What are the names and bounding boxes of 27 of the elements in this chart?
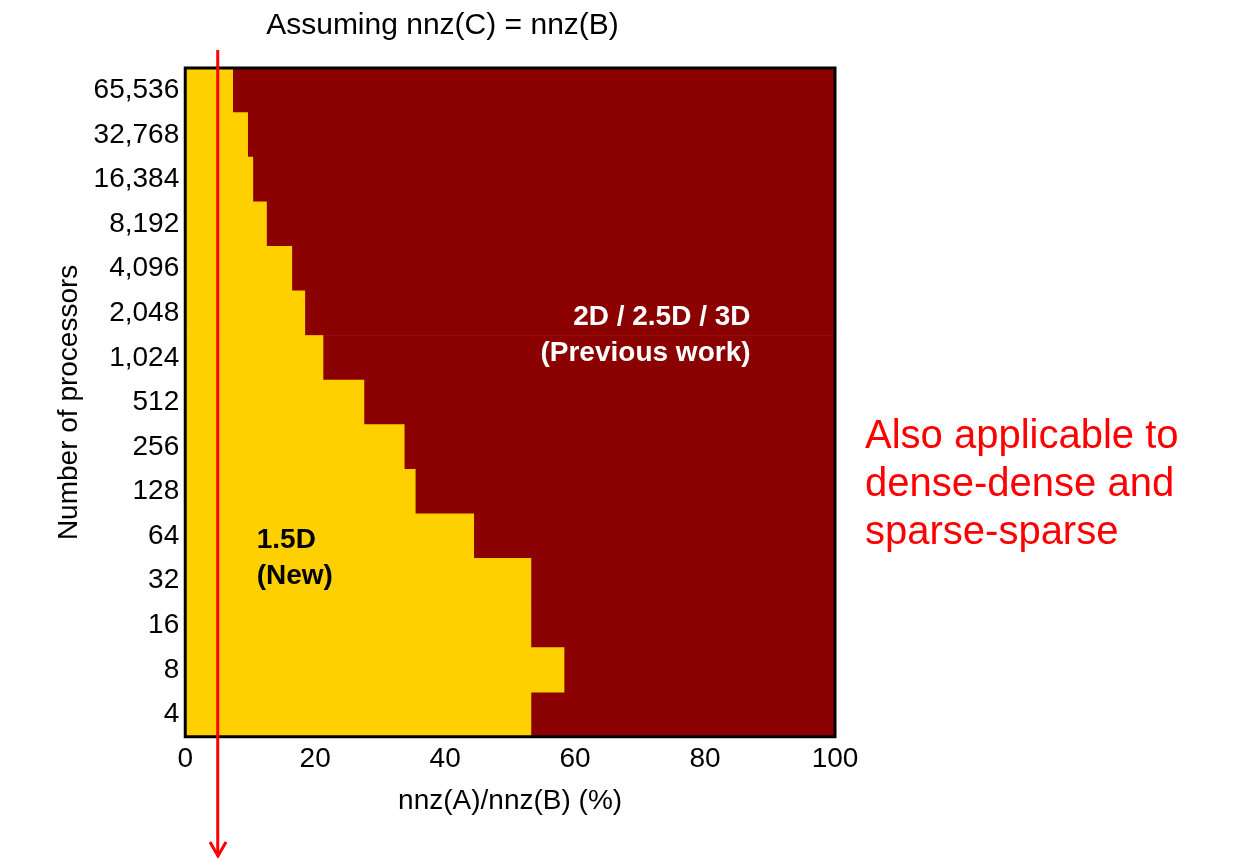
x-tick-label: 0 <box>177 742 194 774</box>
y-tick-label: 4,096 <box>109 251 180 283</box>
x-tick-label: 100 <box>811 742 859 774</box>
y-tick-label: 4 <box>163 697 180 729</box>
x-tick-label: 60 <box>559 742 591 774</box>
y-tick-label: 2,048 <box>109 295 180 327</box>
y-tick-label: 16 <box>148 608 180 640</box>
y-axis-title: Number of processors <box>51 264 83 541</box>
y-tick-label: 64 <box>148 518 180 550</box>
y-tick-label: 8 <box>163 652 180 684</box>
y-tick-label: 8,192 <box>109 206 180 238</box>
y-tick-label: 16,384 <box>93 162 180 194</box>
text: Also applicable to dense-dense and sparse-sparse <box>865 411 1180 554</box>
chart-title: Assuming nnz(C) = nnz(B) <box>266 7 619 41</box>
y-tick-label: 1,024 <box>109 340 180 372</box>
x-tick-label: 80 <box>689 742 721 774</box>
series-label: 1.5D (New) <box>256 523 333 591</box>
x-axis-title: nnz(A)/nnz(B) (%) <box>398 783 623 815</box>
series-label: 2D / 2.5D / 3D (Previous work) <box>540 300 751 368</box>
y-tick-label: 32 <box>148 563 180 595</box>
y-tick-label: 65,536 <box>93 73 180 105</box>
x-tick-label: 40 <box>429 742 461 774</box>
y-tick-label: 128 <box>132 474 180 506</box>
y-tick-label: 256 <box>132 429 180 461</box>
x-tick-label: 20 <box>299 742 331 774</box>
y-tick-label: 32,768 <box>93 117 180 149</box>
y-tick-label: 512 <box>132 385 180 417</box>
